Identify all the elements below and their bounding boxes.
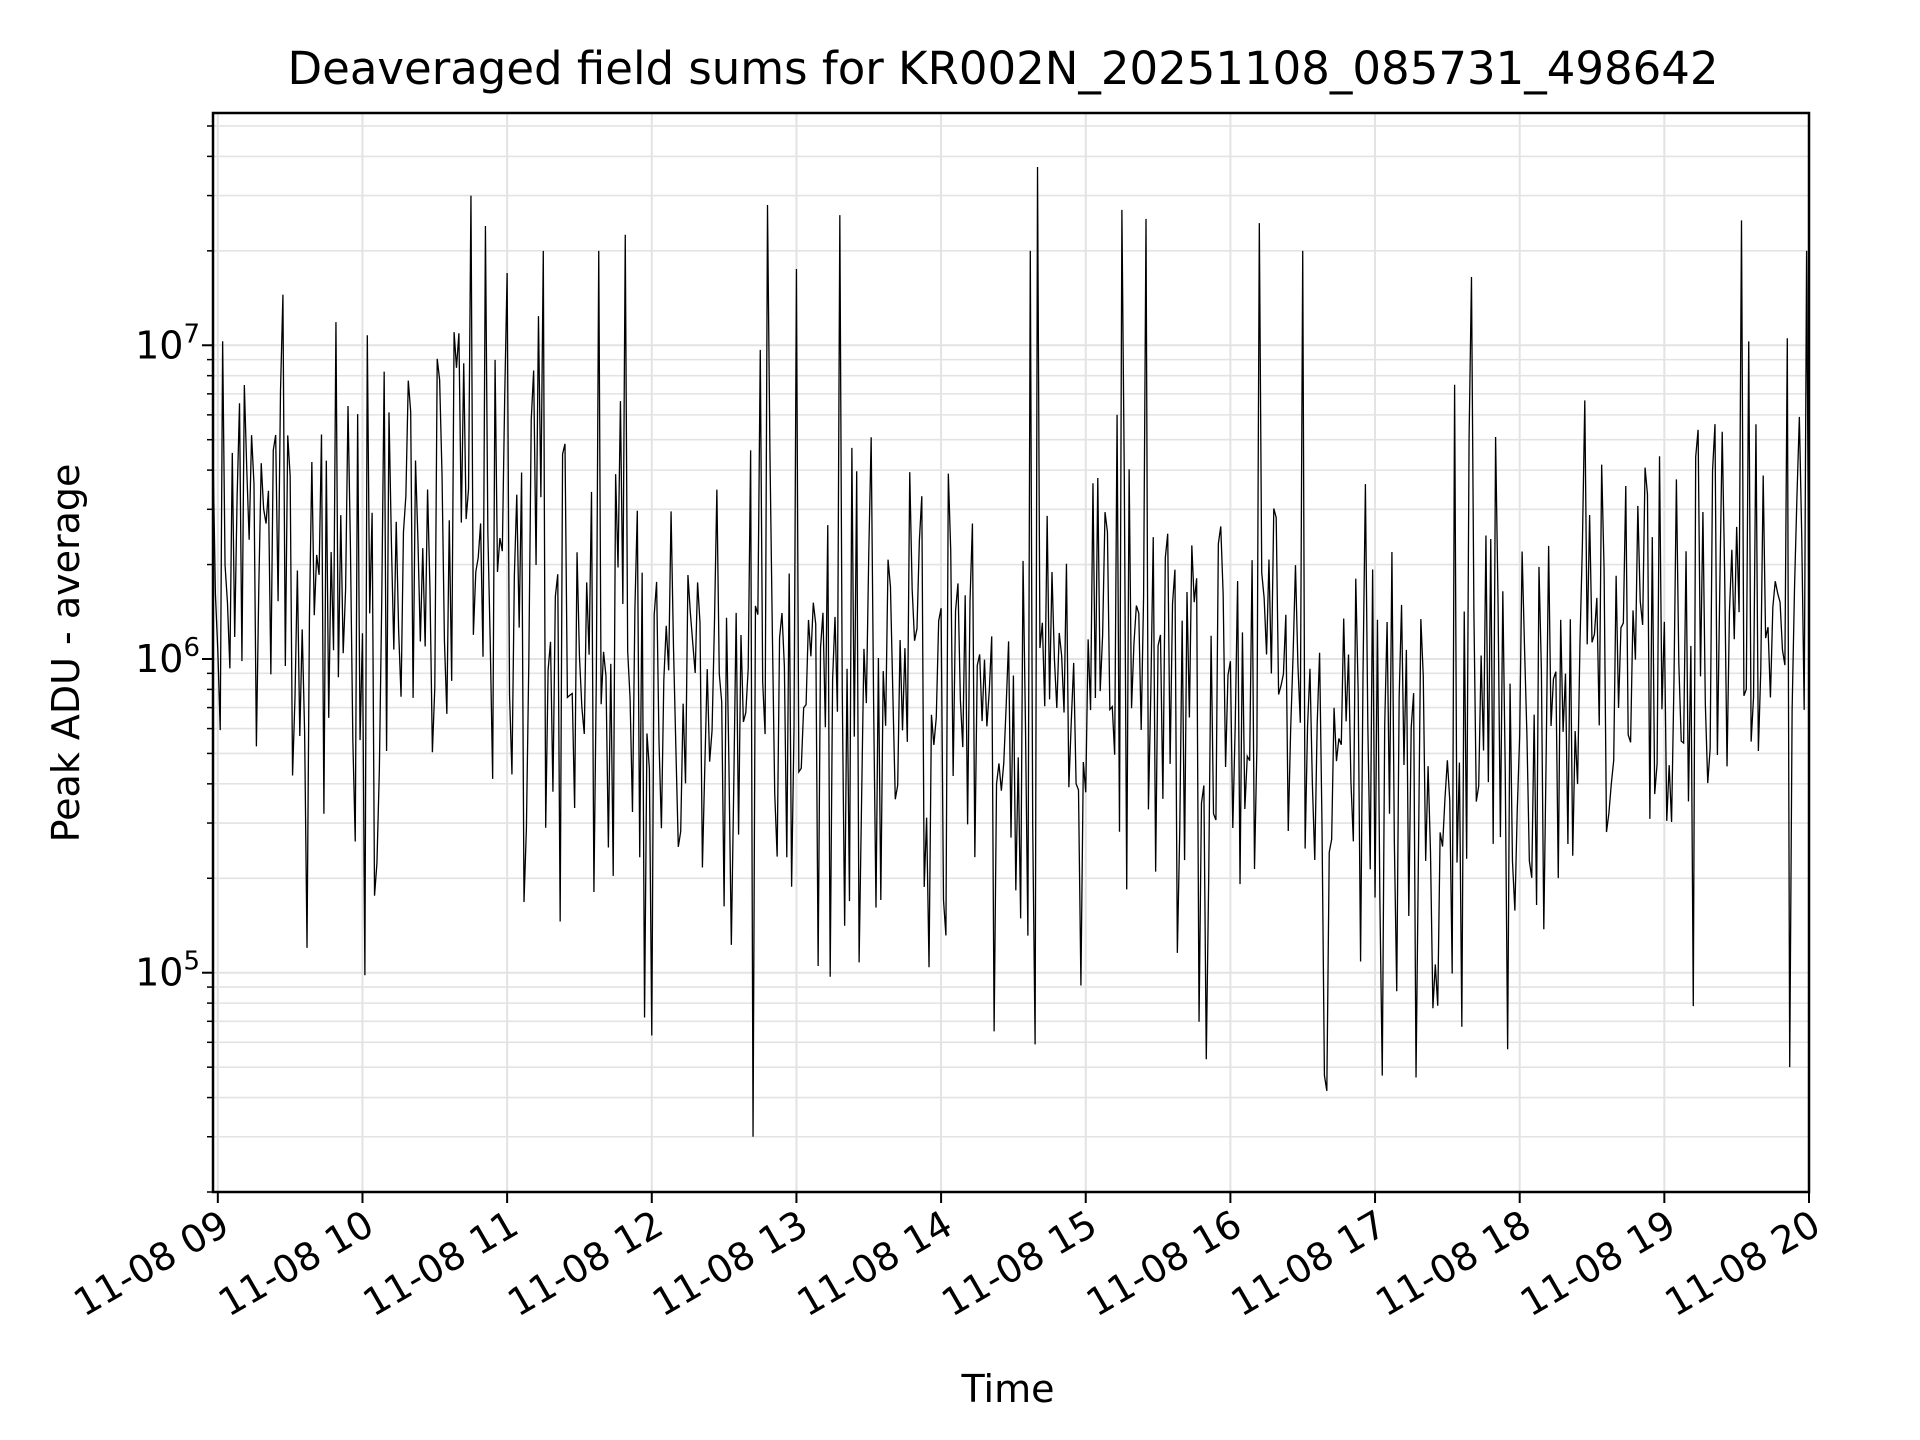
chart-title: Deaveraged field sums for KR002N_2025110… [288,42,1719,95]
plot-frame [211,111,1811,1194]
y-tick-label: 107 [135,319,200,367]
data-series [213,167,1809,1137]
y-axis-label: Peak ADU - average [44,464,88,843]
x-axis-label: Time [961,1367,1055,1411]
series-line [213,167,1809,1137]
y-tick-label: 106 [135,633,200,681]
y-tick-label: 105 [135,947,200,995]
